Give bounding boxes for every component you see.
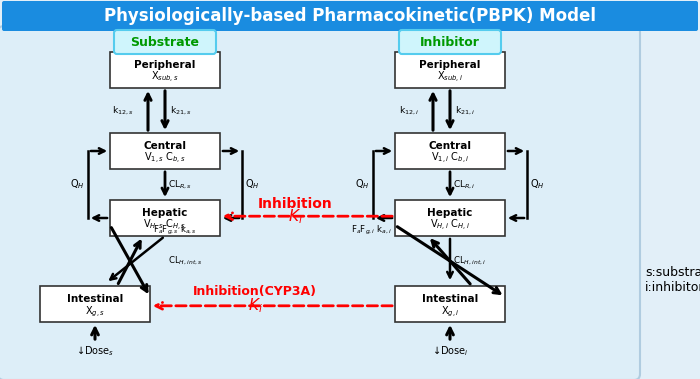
Text: Hepatic: Hepatic [142,208,188,218]
Text: X$_{g,i}$: X$_{g,i}$ [441,305,459,319]
Text: ↓Dose$_s$: ↓Dose$_s$ [76,344,114,358]
Text: CL$_{H,int,i}$: CL$_{H,int,i}$ [453,255,486,267]
Text: X$_{g,s}$: X$_{g,s}$ [85,305,105,319]
FancyBboxPatch shape [0,26,640,379]
Text: $K_i$: $K_i$ [248,296,262,315]
Text: V$_{H,s}$ C$_{H,s}$: V$_{H,s}$ C$_{H,s}$ [144,218,187,233]
FancyBboxPatch shape [395,52,505,88]
FancyBboxPatch shape [110,133,220,169]
Text: Hepatic: Hepatic [427,208,473,218]
Text: Substrate: Substrate [130,36,199,49]
Text: Q$_H$: Q$_H$ [245,178,260,191]
Text: Intestinal: Intestinal [422,294,478,304]
Text: CL$_{H,int,s}$: CL$_{H,int,s}$ [168,255,202,267]
Text: $K_i$: $K_i$ [288,207,302,226]
FancyBboxPatch shape [395,200,505,236]
Text: s:substrate
i:inhibitor: s:substrate i:inhibitor [645,266,700,294]
Text: Peripheral: Peripheral [134,60,196,70]
FancyBboxPatch shape [110,200,220,236]
Text: Physiologically-based Pharmacokinetic(PBPK) Model: Physiologically-based Pharmacokinetic(PB… [104,7,596,25]
FancyBboxPatch shape [2,1,698,31]
Text: F$_a$F$_{g,s}$ k$_{a,s}$: F$_a$F$_{g,s}$ k$_{a,s}$ [153,224,197,237]
Text: F$_a$F$_{g,i}$ k$_{a,i}$: F$_a$F$_{g,i}$ k$_{a,i}$ [351,224,392,237]
Text: Inhibition: Inhibition [258,197,332,211]
Text: k$_{21,s}$: k$_{21,s}$ [170,104,192,117]
Text: Central: Central [144,141,186,150]
Text: X$_{sub,s}$: X$_{sub,s}$ [151,70,179,86]
Text: Q$_H$: Q$_H$ [70,178,85,191]
Text: CL$_{R,i}$: CL$_{R,i}$ [453,179,476,191]
Text: V$_{1,i}$ C$_{b,i}$: V$_{1,i}$ C$_{b,i}$ [430,151,469,166]
FancyBboxPatch shape [110,52,220,88]
Text: Q$_H$: Q$_H$ [530,178,545,191]
Text: Q$_H$: Q$_H$ [356,178,370,191]
Text: CL$_{R,s}$: CL$_{R,s}$ [168,179,193,191]
Text: ↓Dose$_i$: ↓Dose$_i$ [432,344,468,358]
Text: k$_{12,i}$: k$_{12,i}$ [399,104,419,117]
Text: Inhibitor: Inhibitor [420,36,480,49]
Text: Peripheral: Peripheral [419,60,481,70]
Text: k$_{12,s}$: k$_{12,s}$ [112,104,134,117]
Text: k$_{21,i}$: k$_{21,i}$ [455,104,475,117]
Text: Intestinal: Intestinal [67,294,123,304]
Text: V$_{H,i}$ C$_{H,i}$: V$_{H,i}$ C$_{H,i}$ [430,218,470,233]
Text: V$_{1,s}$ C$_{b,s}$: V$_{1,s}$ C$_{b,s}$ [144,151,186,166]
FancyBboxPatch shape [395,133,505,169]
Text: Inhibition(CYP3A): Inhibition(CYP3A) [193,285,317,298]
Text: Central: Central [428,141,472,150]
FancyBboxPatch shape [114,30,216,54]
FancyBboxPatch shape [399,30,501,54]
FancyBboxPatch shape [395,286,505,322]
Text: X$_{sub,i}$: X$_{sub,i}$ [437,70,463,86]
FancyBboxPatch shape [40,286,150,322]
